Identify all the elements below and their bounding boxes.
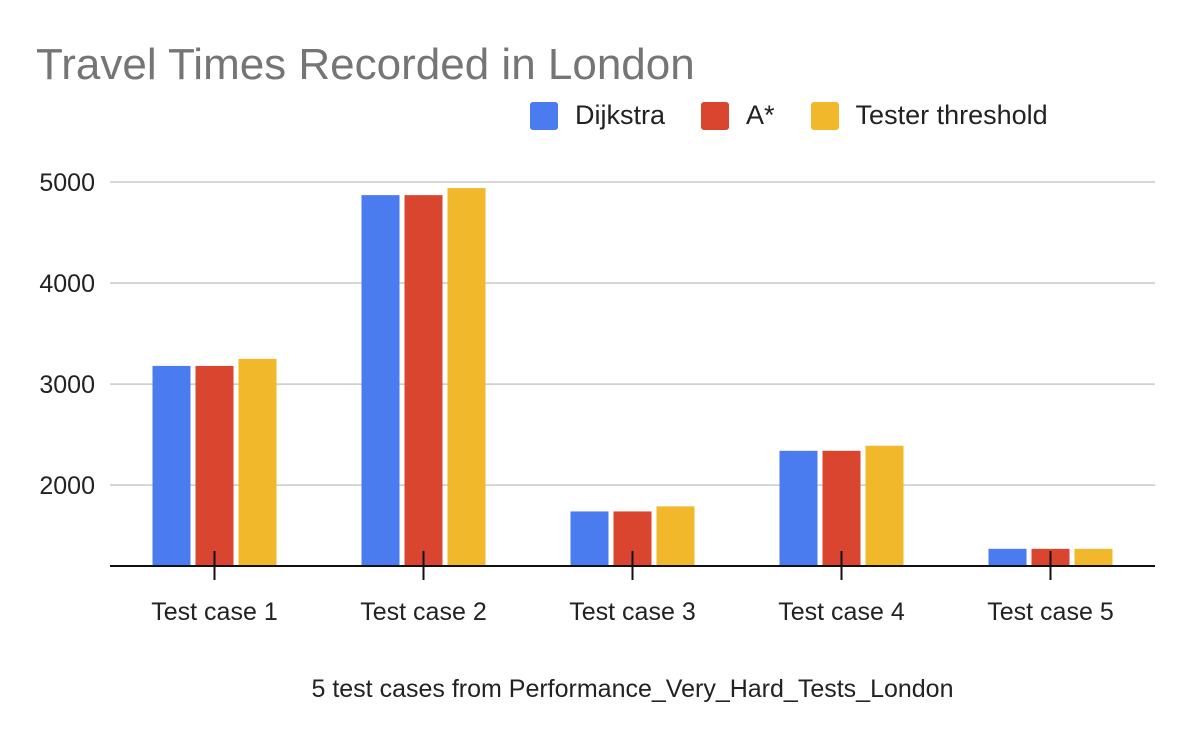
- bar-tester-threshold-1: [238, 358, 277, 566]
- legend-swatch-astar: [701, 101, 730, 130]
- bar-dijkstra-4: [779, 450, 818, 566]
- x-tick-label: Test case 5: [987, 598, 1113, 626]
- bar-astar-2: [404, 195, 443, 566]
- x-tick-label: Test case 3: [569, 598, 695, 626]
- axes: 2000 3000 4000 5000 Test case 1 Test case 2 Te…: [39, 169, 1155, 626]
- x-tick-label: Test case 1: [151, 598, 277, 626]
- legend-label-tester-threshold: Tester threshold: [855, 100, 1048, 130]
- y-tick-label: 2000: [39, 472, 95, 500]
- bar-dijkstra-3: [570, 511, 609, 566]
- gridlines: [110, 181, 1155, 486]
- legend-item-dijkstra: Dijkstra: [530, 100, 665, 131]
- x-tick-label: Test case 2: [360, 598, 486, 626]
- bar-astar-1: [195, 365, 234, 566]
- bar-dijkstra-2: [361, 195, 400, 566]
- chart-legend: Dijkstra A* Tester threshold: [530, 100, 1048, 131]
- legend-item-astar: A*: [701, 100, 775, 131]
- legend-label-astar: A*: [746, 100, 775, 130]
- legend-swatch-dijkstra: [530, 101, 558, 130]
- bar-dijkstra-5: [988, 548, 1027, 566]
- legend-item-tester-threshold: Tester threshold: [810, 100, 1048, 131]
- legend-swatch-tester-threshold: [810, 101, 839, 130]
- chart-title: Travel Times Recorded in London: [36, 40, 695, 89]
- x-axis-title: 5 test cases from Performance_Very_Hard_…: [311, 675, 953, 703]
- y-tick-label: 4000: [39, 270, 95, 298]
- bar-tester-threshold-3: [656, 506, 695, 566]
- bar-tester-threshold-5: [1074, 548, 1113, 566]
- y-tick-label: 3000: [39, 371, 95, 399]
- x-tick-label: Test case 4: [778, 598, 905, 626]
- bar-astar-4: [822, 450, 861, 566]
- legend-label-dijkstra: Dijkstra: [575, 100, 666, 130]
- bar-tester-threshold-4: [865, 445, 904, 566]
- bars: [152, 188, 1113, 566]
- bar-tester-threshold-2: [447, 188, 486, 566]
- y-tick-label: 5000: [39, 169, 95, 197]
- bar-dijkstra-1: [152, 365, 191, 566]
